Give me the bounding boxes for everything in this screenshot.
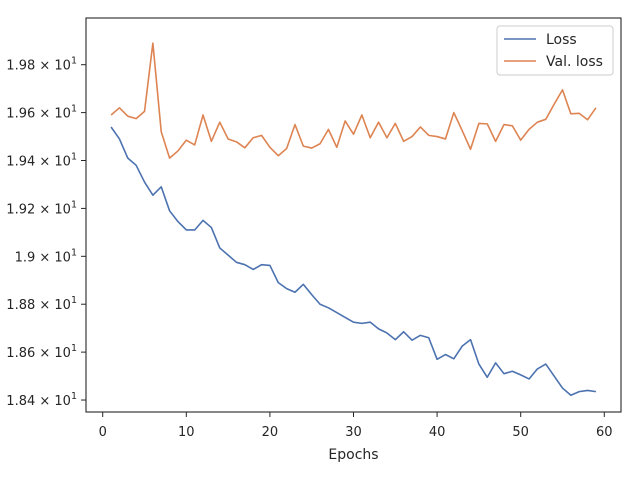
- legend-label-val-loss: Val. loss: [546, 54, 603, 70]
- plot-frame: [85, 17, 622, 413]
- y-tick-label: 1.92 × 101: [6, 199, 77, 217]
- axis-layer: 0 10 20 30 40 50 60 1.84 × 101 1.86 × 101 1.88 × …: [6, 56, 612, 440]
- x-tick-label: 10: [178, 425, 195, 440]
- y-tick-label: 1.9 × 101: [15, 247, 77, 265]
- x-tick-label: 60: [596, 425, 613, 440]
- x-tick-label: 40: [429, 425, 446, 440]
- series-line-val-loss: [110, 42, 597, 159]
- y-tick-label: 1.98 × 101: [6, 56, 77, 74]
- y-tick-label: 1.84 × 101: [6, 391, 77, 409]
- x-tick-label: 30: [345, 425, 362, 440]
- series-layer: [110, 42, 597, 397]
- legend-label-loss: Loss: [546, 32, 577, 48]
- y-tick-label: 1.94 × 101: [6, 152, 77, 170]
- x-tick-label: 0: [99, 425, 107, 440]
- plot-area: [86, 18, 621, 412]
- x-tick-label: 20: [262, 425, 279, 440]
- x-tick-label: 50: [512, 425, 529, 440]
- x-axis-label: Epochs: [328, 447, 378, 463]
- series-line-loss: [110, 126, 597, 397]
- legend: Loss Val. loss: [496, 25, 614, 76]
- y-tick-label: 1.88 × 101: [6, 295, 77, 313]
- y-tick-label: 1.86 × 101: [6, 343, 77, 361]
- y-tick-label: 1.96 × 101: [6, 104, 77, 122]
